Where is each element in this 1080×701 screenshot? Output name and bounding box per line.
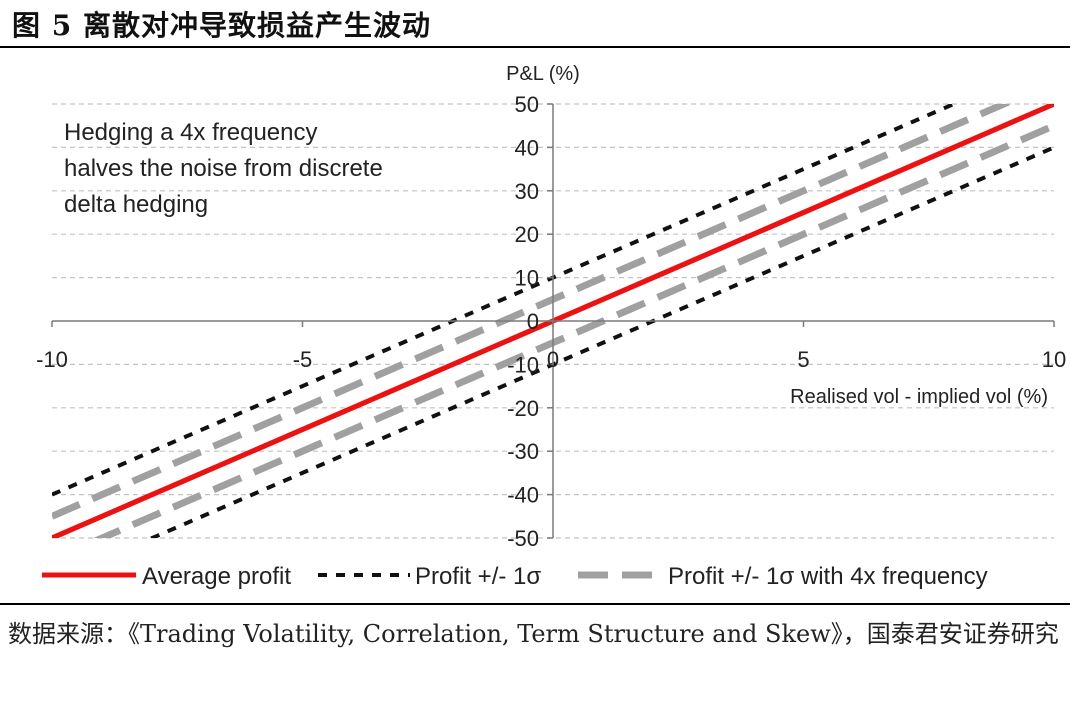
legend: Average profit Profit +/- 1σ Profit +/- 1σ… [42,563,988,590]
grid-layer [52,103,1054,539]
x-tick-label: -5 [293,347,313,372]
y-axis-label: P&L (%) [506,63,580,85]
y-tick-label: -50 [507,526,539,551]
y-tick-label: 30 [515,179,539,204]
annotation-line: halves the noise from discrete [64,155,383,182]
y-tick-label: 0 [527,309,539,334]
y-tick-label: 10 [515,266,539,291]
legend-label-1: Profit +/- 1σ [415,563,541,590]
y-tick-label: 50 [515,92,539,117]
x-axis-label: Realised vol - implied vol (%) [790,386,1048,408]
x-tick-label: -10 [36,347,68,372]
y-tick-label: -30 [507,439,539,464]
legend-label-0: Average profit [142,563,291,590]
top-rule [0,46,1070,48]
annotation-line: Hedging a 4x frequency [64,119,318,146]
legend-label-2: Profit +/- 1σ with 4x frequency [668,563,988,590]
x-tick-label: 5 [797,347,809,372]
y-tick-label: 20 [515,222,539,247]
bottom-rule [0,603,1070,605]
axes-layer [51,103,1055,539]
figure-title: 图 5 离散对冲导致损益产生波动 [12,9,431,42]
annotation-line: delta hedging [64,191,208,218]
source-note: 数据来源：《Trading Volatility, Correlation, T… [8,620,1059,648]
y-tick-label: -10 [507,352,539,377]
x-tick-label: 0 [547,347,559,372]
x-tick-label: 10 [1042,347,1066,372]
y-tick-label: -40 [507,483,539,508]
y-tick-label: 40 [515,135,539,160]
annotation-text: Hedging a 4x frequency halves the noise f… [64,119,383,218]
y-tick-label: -20 [507,396,539,421]
